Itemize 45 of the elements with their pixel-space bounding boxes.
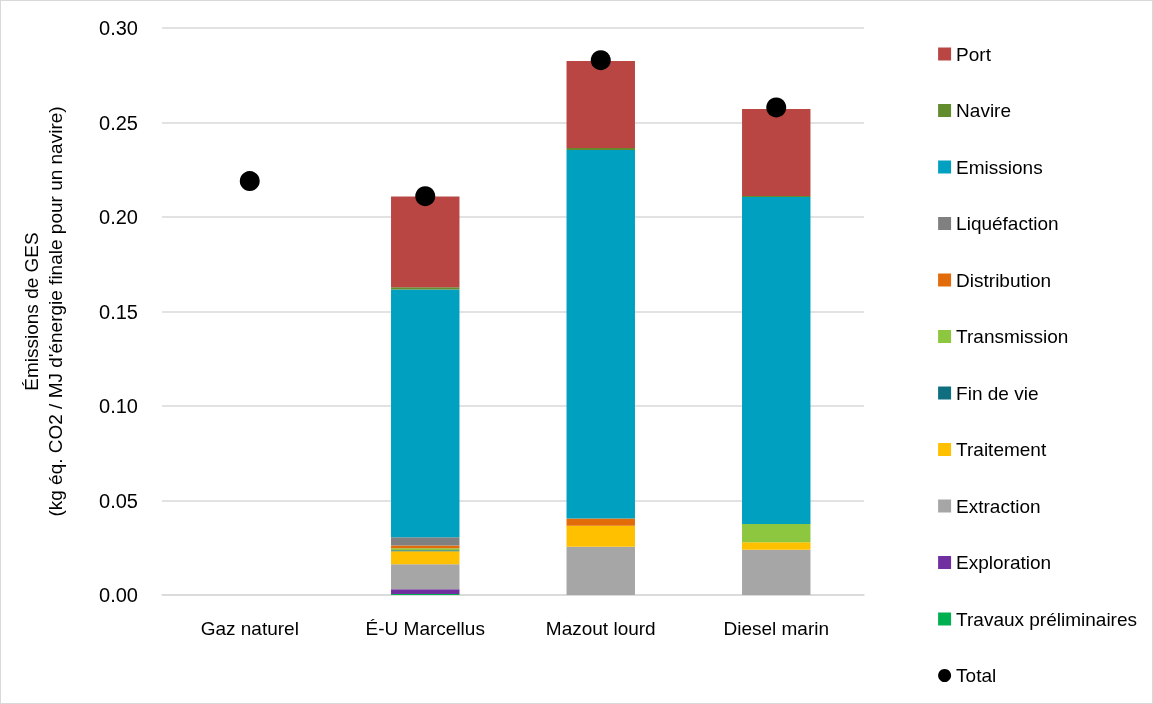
legend-label: Traitement xyxy=(956,439,1047,460)
bar xyxy=(391,551,460,565)
bar xyxy=(566,518,635,526)
y-tick-label: 0.25 xyxy=(99,111,138,134)
legend-label: Fin de vie xyxy=(956,382,1039,404)
x-tick-label: Gaz naturel xyxy=(200,618,299,639)
bar xyxy=(391,196,460,288)
y-tick-label: 0.15 xyxy=(99,300,138,323)
legend-label: Extraction xyxy=(956,495,1041,517)
bar xyxy=(742,196,811,524)
bar xyxy=(566,525,635,547)
bar xyxy=(391,589,460,595)
point xyxy=(766,97,787,118)
y-tick-label: 0.05 xyxy=(99,489,138,512)
bar xyxy=(742,549,811,595)
y-axis-title: Émissions de GES (kg éq. CO2 / MJ d'énergie finale pour un navire) xyxy=(20,106,66,517)
bar xyxy=(566,61,635,149)
bar xyxy=(391,564,460,590)
bar xyxy=(391,287,460,290)
y-tick-label: 0.00 xyxy=(99,584,138,606)
legend-label: Transmission xyxy=(956,326,1069,347)
bar xyxy=(742,523,811,543)
legend-label: Exploration xyxy=(956,552,1052,573)
x-tick-label: É-U Marcellus xyxy=(365,618,485,639)
legend-label: Liquéfaction xyxy=(956,213,1059,234)
bar xyxy=(566,149,635,519)
legend-label: Navire xyxy=(956,100,1011,121)
point xyxy=(239,171,260,192)
legend-label: Port xyxy=(956,43,992,65)
bar xyxy=(742,542,811,550)
y-tick-label: 0.10 xyxy=(99,395,138,417)
x-tick-label: Diesel marin xyxy=(723,618,830,639)
bar xyxy=(566,546,635,595)
y-tick-label: 0.30 xyxy=(99,17,138,39)
legend-label: Total xyxy=(956,665,997,686)
y-tick-label: 0.20 xyxy=(99,206,138,228)
point xyxy=(415,186,436,207)
legend-label: Distribution xyxy=(956,269,1052,291)
bar xyxy=(391,289,460,538)
point xyxy=(590,50,611,71)
legend-label: Travaux préliminaires xyxy=(956,608,1138,630)
legend-label: Emissions xyxy=(956,156,1043,178)
bar xyxy=(391,537,460,546)
bar xyxy=(742,109,811,197)
x-tick-label: Mazout lourd xyxy=(545,618,656,639)
